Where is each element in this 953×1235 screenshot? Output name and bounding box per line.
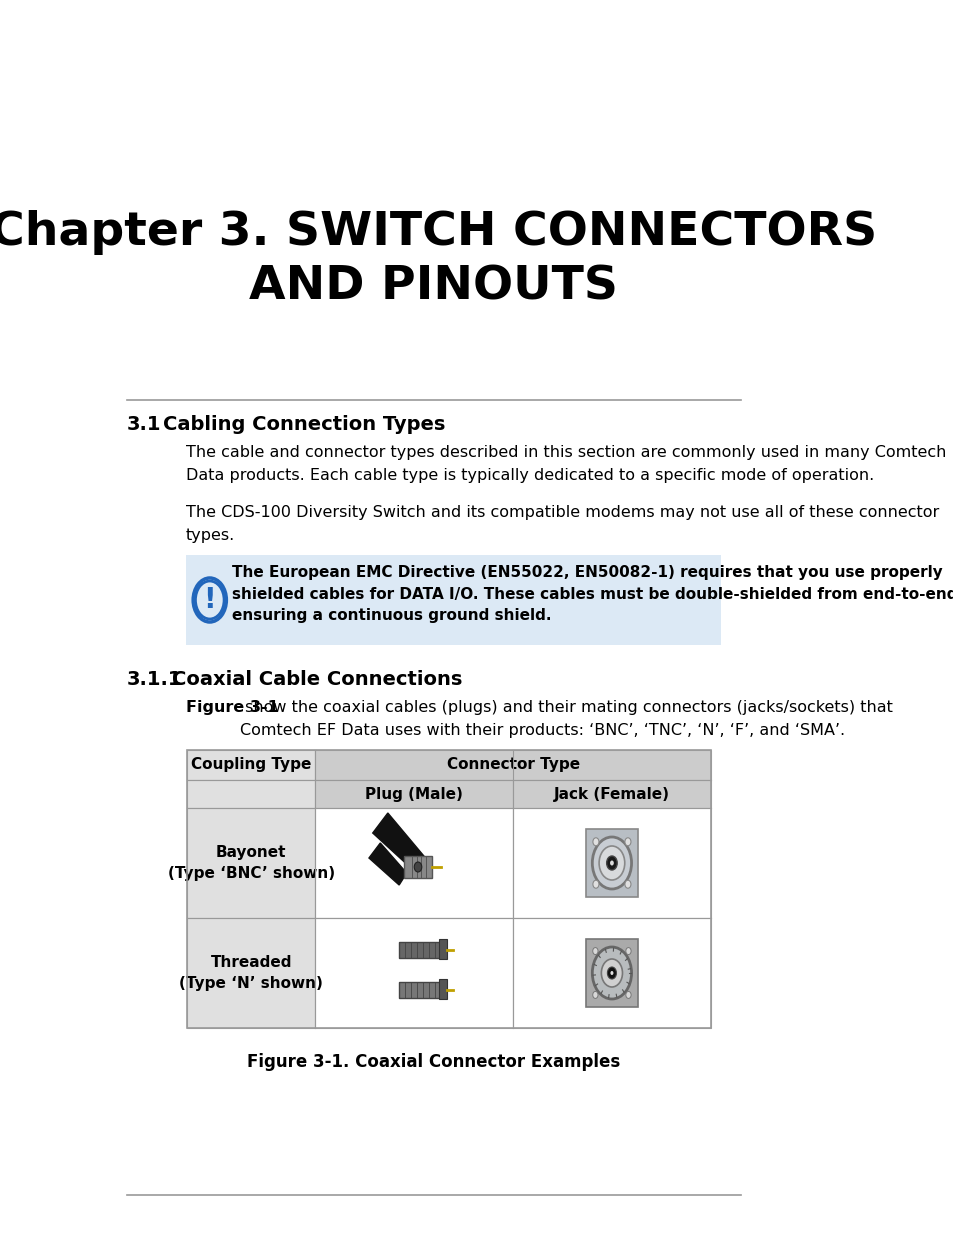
Text: The CDS-100 Diversity Switch and its compatible modems may not use all of these : The CDS-100 Diversity Switch and its com… (186, 505, 938, 543)
Bar (315, 781, 513, 808)
Circle shape (598, 846, 624, 881)
Bar (586, 939, 637, 1007)
Text: Connector Type: Connector Type (446, 757, 579, 773)
Circle shape (195, 580, 224, 619)
Bar (315, 750, 710, 781)
Circle shape (592, 947, 631, 999)
Bar (315, 808, 513, 918)
Text: show the coaxial cables (plugs) and their mating connectors (jacks/sockets) that: show the coaxial cables (plugs) and thei… (240, 700, 892, 737)
Text: Jack (Female): Jack (Female) (554, 787, 669, 802)
Bar (187, 750, 315, 781)
Circle shape (624, 837, 630, 846)
Bar (187, 918, 315, 1028)
Text: Threaded
(Type ‘N’ shown): Threaded (Type ‘N’ shown) (179, 955, 323, 990)
Text: !: ! (203, 585, 215, 614)
Circle shape (625, 992, 631, 998)
Bar (438, 979, 446, 999)
Text: Bayonet
(Type ‘BNC’ shown): Bayonet (Type ‘BNC’ shown) (168, 845, 335, 881)
Text: Figure 3-1: Figure 3-1 (186, 700, 278, 715)
Circle shape (600, 960, 622, 987)
Text: Coupling Type: Coupling Type (191, 757, 311, 773)
Bar (513, 918, 710, 1028)
Text: AND PINOUTS: AND PINOUTS (249, 266, 618, 310)
Circle shape (592, 947, 598, 955)
Circle shape (610, 971, 613, 974)
Text: The cable and connector types described in this section are commonly used in man: The cable and connector types described … (186, 445, 953, 483)
Circle shape (193, 578, 226, 622)
Bar (187, 750, 710, 1028)
Text: Plug (Male): Plug (Male) (365, 787, 463, 802)
Bar (438, 939, 446, 960)
Bar (398, 982, 440, 998)
Circle shape (414, 862, 421, 872)
Bar (187, 781, 315, 808)
Circle shape (592, 881, 598, 888)
Polygon shape (373, 813, 425, 878)
Bar (187, 808, 315, 918)
Circle shape (606, 856, 617, 869)
Bar (315, 918, 513, 1028)
Circle shape (607, 967, 616, 979)
Bar (513, 808, 710, 918)
Circle shape (625, 947, 631, 955)
Bar (586, 829, 637, 897)
Circle shape (592, 992, 598, 998)
Text: 3.1.1: 3.1.1 (127, 671, 182, 689)
Polygon shape (369, 844, 406, 885)
Circle shape (592, 837, 631, 889)
Text: Cabling Connection Types: Cabling Connection Types (163, 415, 445, 433)
Text: Coaxial Cable Connections: Coaxial Cable Connections (172, 671, 462, 689)
Bar (186, 555, 720, 645)
Text: The European EMC Directive (EN55022, EN50082-1) requires that you use properly
s: The European EMC Directive (EN55022, EN5… (233, 564, 953, 624)
Circle shape (592, 837, 598, 846)
Bar (513, 781, 710, 808)
Bar (404, 856, 431, 878)
Circle shape (624, 881, 630, 888)
Circle shape (609, 861, 613, 866)
Bar (398, 942, 440, 958)
Text: Chapter 3. SWITCH CONNECTORS: Chapter 3. SWITCH CONNECTORS (0, 210, 877, 254)
Text: 3.1: 3.1 (127, 415, 161, 433)
Text: Figure 3-1. Coaxial Connector Examples: Figure 3-1. Coaxial Connector Examples (247, 1053, 619, 1071)
